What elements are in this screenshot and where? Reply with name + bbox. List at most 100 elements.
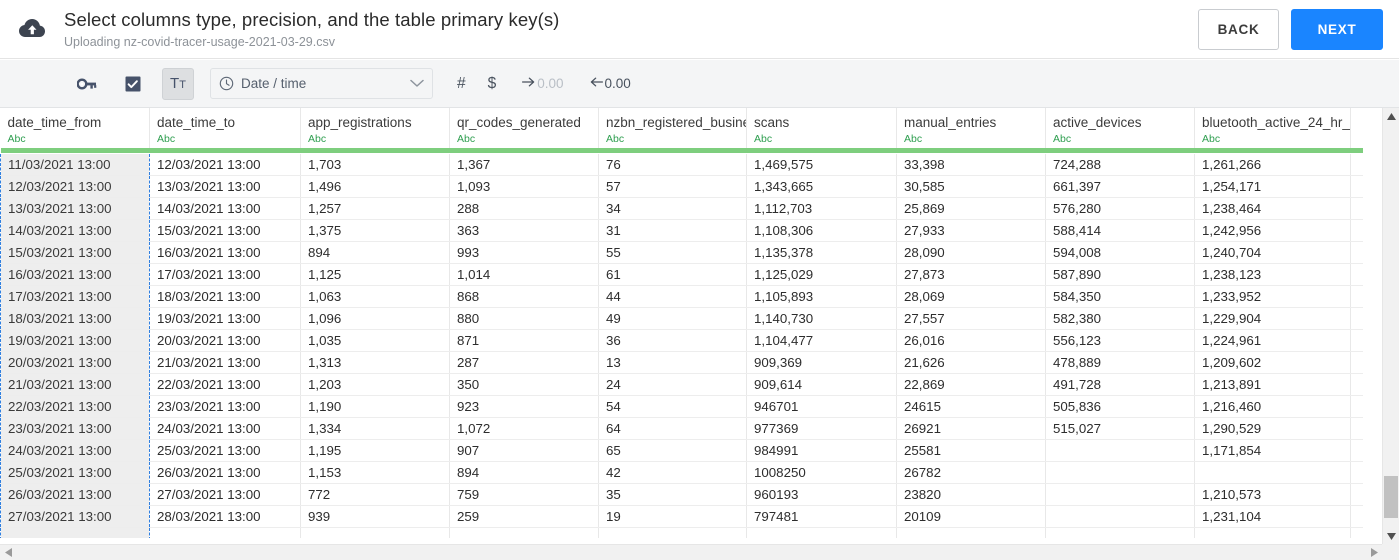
vertical-scrollbar-thumb[interactable] xyxy=(1384,476,1398,518)
table-cell[interactable]: 25581 xyxy=(896,439,1046,462)
table-cell[interactable]: 939 xyxy=(300,505,450,528)
table-cell[interactable]: 18/03/2021 13:00 xyxy=(149,285,301,308)
table-cell[interactable]: 1,367 xyxy=(449,153,599,176)
table-cell[interactable]: 588,414 xyxy=(1045,219,1195,242)
table-cell[interactable]: 1,108,306 xyxy=(746,219,897,242)
table-cell[interactable]: 1,125 xyxy=(300,263,450,286)
table-cell[interactable]: 17/03/2021 13:00 xyxy=(0,285,150,308)
table-cell[interactable]: 28/03/2021 13:00 xyxy=(149,505,301,528)
table-cell[interactable] xyxy=(1045,505,1195,528)
table-cell[interactable]: 21/03/2021 13:00 xyxy=(0,373,150,396)
table-cell[interactable]: 584,350 xyxy=(1045,285,1195,308)
currency-type-button[interactable]: $ xyxy=(487,74,497,92)
table-cell[interactable]: 19/03/2021 13:00 xyxy=(0,329,150,352)
table-cell[interactable]: 582,380 xyxy=(1045,307,1195,330)
horizontal-scrollbar[interactable] xyxy=(0,544,1399,560)
next-button[interactable]: NEXT xyxy=(1291,8,1383,50)
table-cell[interactable]: 19 xyxy=(598,505,747,528)
table-cell[interactable]: 31 xyxy=(598,219,747,242)
table-cell[interactable]: 907 xyxy=(449,439,599,462)
table-cell[interactable]: 12/03/2021 13:00 xyxy=(149,153,301,176)
table-cell[interactable]: 1,240,704 xyxy=(1194,241,1351,264)
column-header-app_registrations[interactable]: app_registrations Abc xyxy=(300,108,450,148)
table-cell[interactable]: 55 xyxy=(598,241,747,264)
table-cell[interactable]: 772 xyxy=(300,483,450,506)
table-cell[interactable]: 759 xyxy=(449,483,599,506)
table-cell[interactable]: 960193 xyxy=(746,483,897,506)
table-cell[interactable]: 30,585 xyxy=(896,175,1046,198)
table-cell[interactable]: 1,257 xyxy=(300,197,450,220)
table-cell[interactable]: 880 xyxy=(449,307,599,330)
table-cell[interactable]: 1,153 xyxy=(300,461,450,484)
table-cell[interactable]: 26921 xyxy=(896,417,1046,440)
table-cell[interactable]: 259 xyxy=(449,505,599,528)
table-cell[interactable]: 1,072 xyxy=(449,417,599,440)
table-row[interactable]: 20/03/2021 13:00 21/03/2021 13:00 1,313 287… xyxy=(0,351,1363,374)
table-cell[interactable]: 1,209,602 xyxy=(1194,351,1351,374)
table-cell[interactable] xyxy=(1194,461,1351,484)
table-cell[interactable]: 20/03/2021 13:00 xyxy=(0,351,150,374)
table-cell[interactable]: 26782 xyxy=(896,461,1046,484)
back-button[interactable]: BACK xyxy=(1198,8,1279,50)
column-header-active_devices[interactable]: active_devices Abc xyxy=(1045,108,1195,148)
table-cell[interactable]: 16/03/2021 13:00 xyxy=(149,241,301,264)
increase-decimal-button[interactable]: 0.00 xyxy=(522,76,564,91)
table-cell[interactable] xyxy=(0,527,150,538)
grid-viewport[interactable]: date_time_from Abc date_time_to Abc app_regi… xyxy=(0,108,1363,538)
table-cell[interactable]: 42 xyxy=(598,461,747,484)
table-cell[interactable]: 1,190 xyxy=(300,395,450,418)
table-cell[interactable]: 1,254,171 xyxy=(1194,175,1351,198)
table-cell[interactable]: 14/03/2021 13:00 xyxy=(149,197,301,220)
table-cell[interactable]: 24/03/2021 13:00 xyxy=(149,417,301,440)
table-cell[interactable]: 661,397 xyxy=(1045,175,1195,198)
table-cell[interactable]: 15/03/2021 13:00 xyxy=(0,241,150,264)
table-row[interactable]: 16/03/2021 13:00 17/03/2021 13:00 1,125 1,0… xyxy=(0,263,1363,286)
column-header-nzbn_registered_busine[interactable]: nzbn_registered_busine Abc xyxy=(598,108,747,148)
table-cell[interactable]: 13/03/2021 13:00 xyxy=(0,197,150,220)
table-cell[interactable]: 23820 xyxy=(896,483,1046,506)
table-cell[interactable]: 25/03/2021 13:00 xyxy=(0,461,150,484)
table-cell[interactable] xyxy=(1045,527,1195,538)
table-cell[interactable]: 505,836 xyxy=(1045,395,1195,418)
table-cell[interactable]: 27/03/2021 13:00 xyxy=(0,505,150,528)
table-cell[interactable]: 491,728 xyxy=(1045,373,1195,396)
table-cell[interactable]: 984991 xyxy=(746,439,897,462)
table-row[interactable]: 22/03/2021 13:00 23/03/2021 13:00 1,190 923… xyxy=(0,395,1363,418)
column-header-scans[interactable]: scans Abc xyxy=(746,108,897,148)
table-cell[interactable]: 23/03/2021 13:00 xyxy=(149,395,301,418)
table-cell[interactable]: 478,889 xyxy=(1045,351,1195,374)
table-cell[interactable]: 54 xyxy=(598,395,747,418)
table-cell[interactable]: 363 xyxy=(449,219,599,242)
table-row[interactable]: 19/03/2021 13:00 20/03/2021 13:00 1,035 871… xyxy=(0,329,1363,352)
scroll-up-arrow-icon[interactable] xyxy=(1383,108,1399,125)
table-cell[interactable]: 20/03/2021 13:00 xyxy=(149,329,301,352)
table-cell[interactable] xyxy=(746,527,897,538)
table-cell[interactable]: 17/03/2021 13:00 xyxy=(149,263,301,286)
table-cell[interactable]: 1,216,460 xyxy=(1194,395,1351,418)
table-cell[interactable]: 49 xyxy=(598,307,747,330)
table-cell[interactable]: 44 xyxy=(598,285,747,308)
column-header-manual_entries[interactable]: manual_entries Abc xyxy=(896,108,1046,148)
table-row[interactable]: 15/03/2021 13:00 16/03/2021 13:00 894 993 55… xyxy=(0,241,1363,264)
table-cell[interactable]: 287 xyxy=(449,351,599,374)
table-cell[interactable]: 1,238,464 xyxy=(1194,197,1351,220)
table-cell[interactable]: 556,123 xyxy=(1045,329,1195,352)
table-row[interactable]: 17/03/2021 13:00 18/03/2021 13:00 1,063 868… xyxy=(0,285,1363,308)
table-cell[interactable]: 27/03/2021 13:00 xyxy=(149,483,301,506)
table-cell[interactable]: 14/03/2021 13:00 xyxy=(0,219,150,242)
table-cell[interactable]: 1,140,730 xyxy=(746,307,897,330)
table-cell[interactable]: 1,112,703 xyxy=(746,197,897,220)
scroll-left-arrow-icon[interactable] xyxy=(0,545,16,560)
scroll-down-arrow-icon[interactable] xyxy=(1383,528,1399,545)
table-cell[interactable]: 1,171,854 xyxy=(1194,439,1351,462)
table-cell[interactable]: 64 xyxy=(598,417,747,440)
table-row[interactable]: 24/03/2021 13:00 25/03/2021 13:00 1,195 907… xyxy=(0,439,1363,462)
table-cell[interactable]: 28,090 xyxy=(896,241,1046,264)
table-cell[interactable] xyxy=(449,527,599,538)
table-row[interactable]: 25/03/2021 13:00 26/03/2021 13:00 1,153 894… xyxy=(0,461,1363,484)
table-cell[interactable]: 1,203 xyxy=(300,373,450,396)
table-cell[interactable]: 1,242,956 xyxy=(1194,219,1351,242)
table-cell[interactable]: 11/03/2021 13:00 xyxy=(0,153,150,176)
table-cell[interactable]: 1,334 xyxy=(300,417,450,440)
table-cell[interactable]: 1,093 xyxy=(449,175,599,198)
